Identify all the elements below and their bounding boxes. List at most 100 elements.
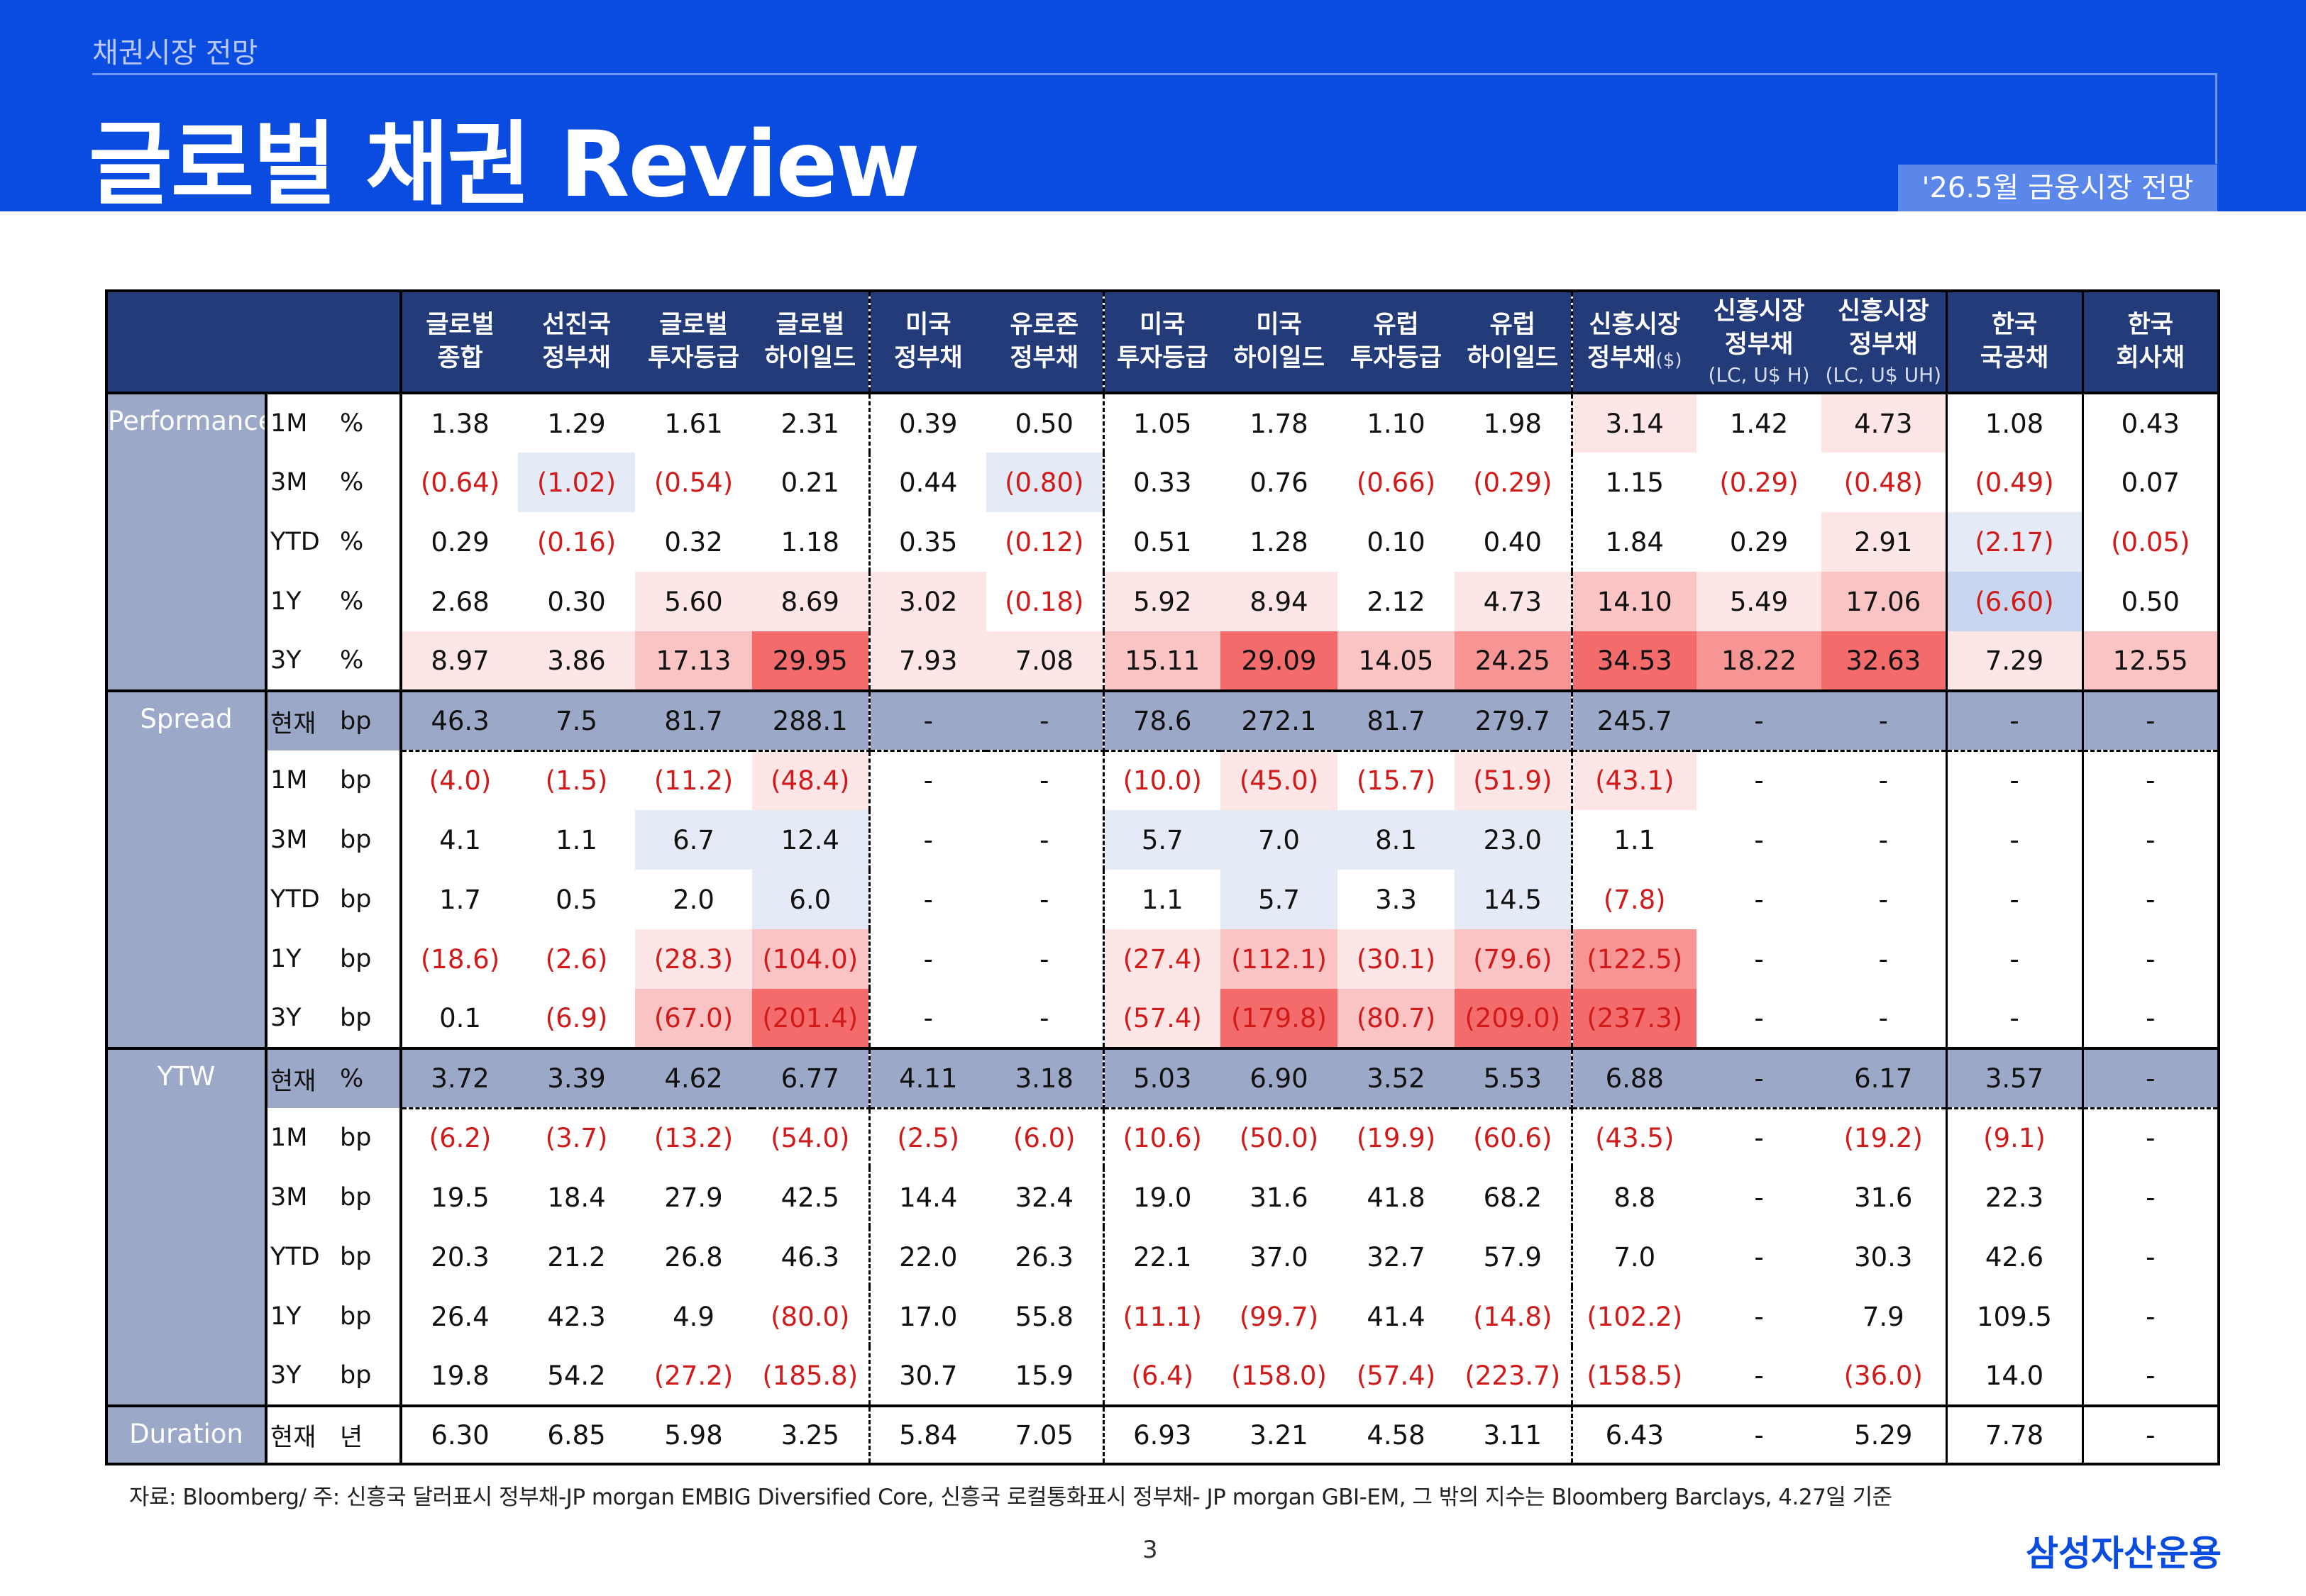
value-cell: 0.43 (2082, 392, 2221, 453)
value-cell: 5.53 (1455, 1047, 1573, 1109)
value-cell: (10.6) (1122, 1123, 1202, 1154)
value-cell: 1.1 (1103, 870, 1221, 929)
value-cell: 3.57 (1946, 1047, 2084, 1109)
value-cell: 18.4 (547, 1182, 606, 1213)
value-cell: 0.33 (1103, 453, 1221, 512)
value-cell: 3.21 (1220, 1404, 1338, 1465)
table-row: 1M bp (4.0) (1.5) (11.2) (48.4) - - (10.0) (45.0)… (106, 750, 2221, 810)
value-cell: 46.3 (752, 1227, 871, 1287)
column-header-line2: 투자등급 (1350, 344, 1442, 372)
value-cell: - (986, 810, 1105, 870)
unit-label: bp (337, 1287, 403, 1346)
value-cell: (185.8) (752, 1346, 871, 1407)
value-cell: - (2082, 1287, 2221, 1346)
column-header-line2: 정부채 (1848, 331, 1918, 360)
value-cell: - (1697, 810, 1822, 870)
value-cell: - (1946, 929, 2084, 989)
value-cell: 3.52 (1337, 1047, 1455, 1109)
value-cell: 31.6 (1821, 1168, 1948, 1227)
value-cell: 22.1 (1133, 1241, 1192, 1273)
value-cell: 78.6 (1103, 689, 1221, 752)
column-header-line1: 신흥시장 (1713, 297, 1805, 326)
column-header-line2: 투자등급 (648, 344, 739, 372)
value-cell: 81.7 (1337, 689, 1455, 752)
value-cell: - (1821, 689, 1948, 752)
value-cell: - (1697, 929, 1822, 989)
value-cell: 1.1 (518, 810, 636, 870)
value-cell: 22.0 (899, 1241, 958, 1273)
value-cell: (7.8) (1572, 870, 1697, 929)
column-header-unit: ($) (1655, 350, 1682, 371)
value-cell: 7.08 (986, 631, 1105, 692)
value-cell: 8.97 (401, 631, 519, 692)
value-cell: 7.78 (1946, 1404, 2084, 1465)
table-body: Performance 1M% 1.38 1.29 1.61 2.31 0.39 0.50 1.… (105, 392, 2221, 1465)
value-cell: (43.1) (1572, 750, 1697, 810)
value-cell: - (869, 870, 987, 929)
value-cell: (6.4) (1103, 1346, 1221, 1407)
value-cell: (57.4) (1103, 989, 1221, 1050)
value-cell: (0.48) (1821, 453, 1948, 512)
value-cell: 5.60 (635, 572, 753, 631)
value-cell: (179.8) (1220, 989, 1338, 1050)
value-cell: 2.91 (1821, 512, 1948, 572)
value-cell: - (1697, 1404, 1822, 1465)
period-label: 현재 (265, 689, 337, 750)
value-cell: - (1821, 989, 1948, 1050)
column-header-line2: 정부채 (1010, 344, 1079, 372)
value-cell: 14.10 (1572, 572, 1697, 631)
unit-label: % (337, 1047, 403, 1108)
period-label: 3M (265, 1168, 337, 1227)
value-cell: (0.12) (986, 512, 1105, 572)
value-cell: (19.9) (1356, 1123, 1436, 1154)
value-cell: 42.5 (752, 1168, 871, 1227)
bond-review-table: 글로벌 종합 선진국 정부채 글로벌 투자등급 글로벌 하이일드 미국 정부채 유로존 정부채 미국 투자… (104, 289, 2221, 1465)
value-cell: 7.0 (1613, 1241, 1656, 1273)
value-cell: - (869, 929, 987, 989)
value-cell: - (1946, 810, 2084, 870)
value-cell: (80.0) (752, 1287, 871, 1346)
value-cell: (99.7) (1239, 1301, 1319, 1332)
value-cell: (6.0) (986, 1108, 1105, 1168)
column-header-line1: 신흥시장 (1837, 297, 1929, 326)
value-cell: (27.2) (635, 1346, 753, 1407)
value-cell: 5.84 (869, 1404, 987, 1465)
value-cell: (30.1) (1337, 929, 1455, 989)
value-cell: 1.98 (1455, 392, 1573, 453)
value-cell: 5.92 (1103, 572, 1221, 631)
value-cell: (18.6) (401, 929, 519, 989)
table-row: 3Y bp 19.8 54.2 (27.2) (185.8) 30.7 15.9 (6.4) (1… (106, 1346, 2221, 1407)
value-cell: 68.2 (1455, 1168, 1573, 1227)
period-label: 3Y (265, 989, 337, 1050)
value-cell: 0.40 (1455, 512, 1573, 572)
period-label: 1M (265, 750, 337, 810)
value-cell: (122.5) (1572, 929, 1697, 989)
unit-label: % (337, 631, 403, 692)
value-cell: 0.10 (1337, 512, 1455, 572)
column-header-row: 글로벌 종합 선진국 정부채 글로벌 투자등급 글로벌 하이일드 미국 정부채 유로존 정부채 미국 투자… (104, 289, 2221, 393)
value-cell: 5.29 (1821, 1404, 1948, 1465)
unit-label: % (337, 392, 403, 453)
value-cell: 15.11 (1103, 631, 1221, 692)
value-cell: (0.16) (518, 512, 636, 572)
unit-label: bp (337, 929, 403, 989)
value-cell: - (1821, 929, 1948, 989)
value-cell: 3.25 (752, 1404, 871, 1465)
column-header-line1: 미국 (1256, 310, 1302, 339)
value-cell: - (2082, 989, 2221, 1050)
value-cell: - (869, 989, 987, 1050)
bond-review-table-wrap: 글로벌 종합 선진국 정부채 글로벌 투자등급 글로벌 하이일드 미국 정부채 유로존 정부채 미국 투자… (104, 289, 2221, 1465)
table-row: Spread 현재 bp 46.3 7.5 81.7 288.1- -78.6 272.1 81.… (105, 689, 2221, 1050)
value-cell: 1.78 (1220, 392, 1338, 453)
column-header-line1: 선진국 (542, 310, 611, 339)
value-cell: (0.49) (1946, 453, 2084, 512)
table-row: 1Y bp 26.4 42.3 4.9 (80.0) 17.0 55.8 (11.1) (99.7… (106, 1287, 2221, 1346)
period-label: 1M (265, 392, 337, 453)
header-rule-corner (2215, 73, 2217, 164)
value-cell: (0.54) (635, 453, 753, 512)
column-header-line1: 미국 (905, 310, 951, 339)
value-cell: (102.2) (1587, 1301, 1683, 1332)
value-cell: 17.13 (635, 631, 753, 692)
value-cell: (54.0) (752, 1108, 871, 1168)
value-cell: - (1946, 870, 2084, 929)
